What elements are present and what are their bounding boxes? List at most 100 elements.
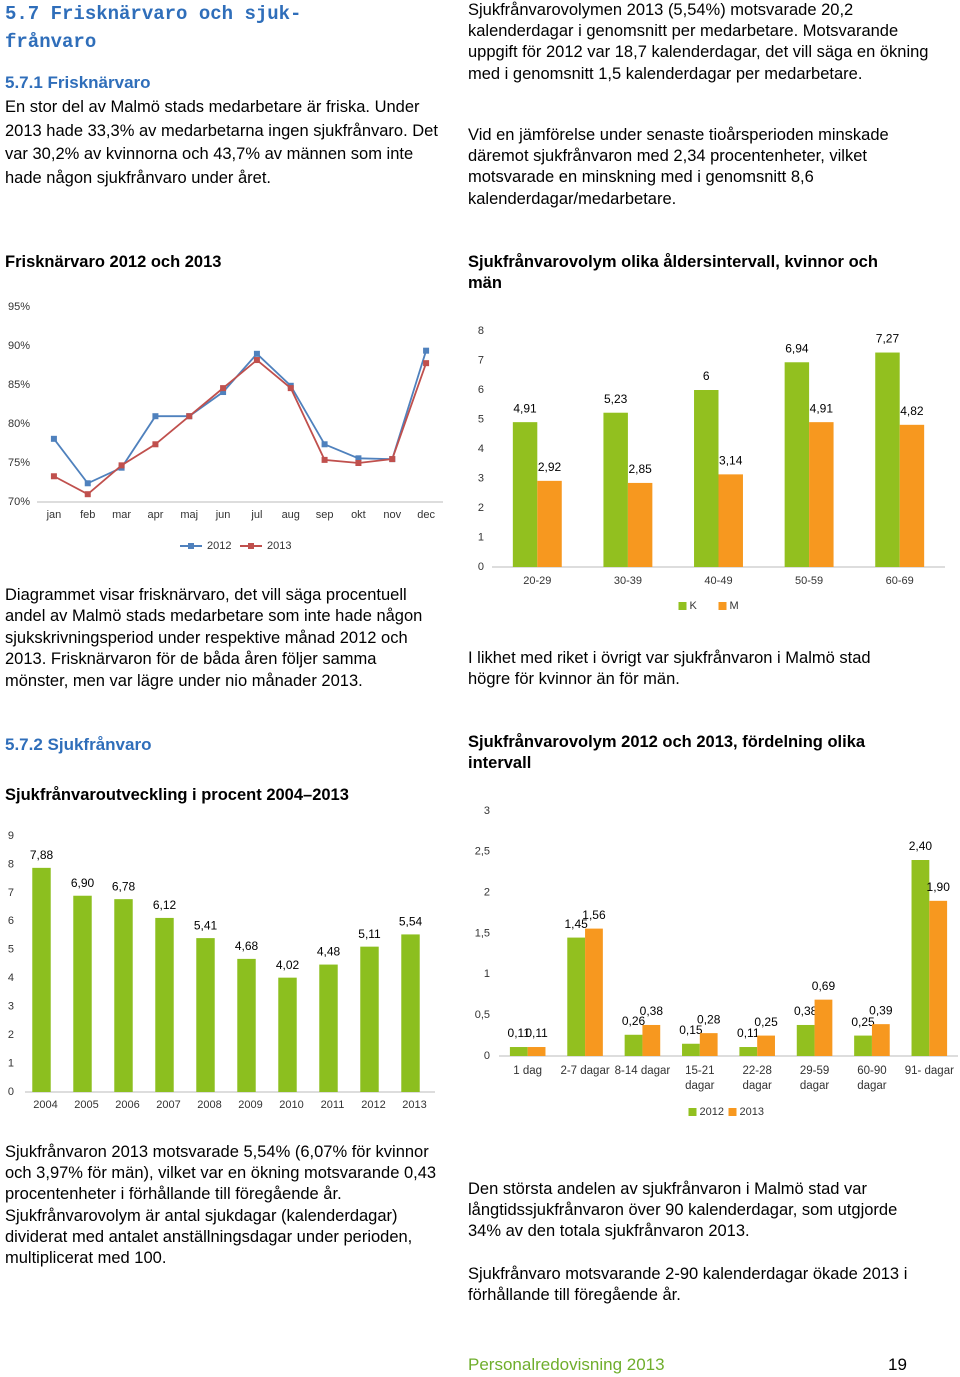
paragraph: Diagrammet visar frisknärvaro, det vill … <box>5 586 423 690</box>
x-tick-label: jun <box>215 509 231 521</box>
legend-marker <box>248 543 254 549</box>
value-label: 7,27 <box>876 332 900 346</box>
value-label: 5,11 <box>358 927 381 941</box>
value-label: 0,25 <box>851 1015 875 1029</box>
point-marker <box>321 456 328 463</box>
x-tick-label: 2013 <box>402 1099 426 1111</box>
subsection-title: 5.7.1 Frisknärvaro <box>5 73 151 92</box>
bar <box>682 1043 700 1056</box>
paragraph: En stor del av Malmö stads medarbetare ä… <box>5 98 438 187</box>
bar <box>509 1047 528 1056</box>
y-tick-label: 2 <box>484 887 490 899</box>
value-label: 4,48 <box>317 945 341 959</box>
x-tick-label: 60-90 dagar <box>857 1065 887 1092</box>
bar <box>929 900 948 1056</box>
legend-label: 2012 <box>700 1106 724 1118</box>
x-tick-label: 2008 <box>197 1099 221 1111</box>
bar <box>809 422 834 567</box>
section-title: 5.7 Frisknärvaro och sjuk-frånvaro <box>5 3 302 53</box>
legend-label: 2013 <box>740 1106 764 1118</box>
bar <box>642 1024 661 1056</box>
point-marker <box>152 413 159 420</box>
value-label: 4,02 <box>276 958 300 972</box>
paragraph: I likhet med riket i övrigt var sjukfrån… <box>468 649 871 689</box>
value-label: 2,85 <box>628 462 652 476</box>
bar <box>114 899 133 1092</box>
x-tick-label: 2007 <box>156 1099 180 1111</box>
value-label: 0,11 <box>508 1026 531 1040</box>
value-label: 0,38 <box>640 1004 664 1018</box>
x-tick-label: 2010 <box>279 1099 303 1111</box>
y-tick-label: 0,5 <box>475 1009 490 1021</box>
line-chart: 70% 75% 80% 85% 90% 95% jan feb mar apr maj jun jul a… <box>0 295 445 560</box>
y-tick-label: 4 <box>478 443 484 455</box>
x-tick-label: 2-7 dagar <box>560 1065 610 1077</box>
value-label: 0,38 <box>794 1004 818 1018</box>
bar <box>155 917 174 1092</box>
y-tick-label: 4 <box>8 972 14 984</box>
bar <box>73 895 92 1092</box>
bar <box>796 1024 815 1056</box>
point-marker <box>186 413 193 420</box>
value-label: 3,14 <box>719 454 743 468</box>
legend-swatch <box>688 1108 697 1116</box>
x-tick-label: apr <box>147 509 163 521</box>
x-tick-label: 60-69 <box>886 575 914 587</box>
y-tick-label: 8 <box>478 325 484 337</box>
bar <box>718 474 743 567</box>
bar <box>567 937 586 1056</box>
subsection-title: 5.7.2 Sjukfrånvaro <box>5 735 152 754</box>
y-tick-label: 2,5 <box>475 846 490 858</box>
y-tick-label: 3 <box>478 472 484 484</box>
x-tick-label: 2005 <box>74 1099 98 1111</box>
legend-marker <box>188 543 194 549</box>
chart-svg: 70% 75% 80% 85% 90% 95% jan feb mar apr maj jun jul a… <box>8 301 443 552</box>
point-marker <box>253 357 260 364</box>
x-tick-label: 20-29 <box>523 575 551 587</box>
value-label: 2,40 <box>909 839 933 853</box>
bar <box>512 422 538 567</box>
y-tick-label: 1 <box>478 531 484 543</box>
bar <box>196 938 215 1092</box>
bar <box>401 934 420 1092</box>
y-tick-label: 70% <box>8 496 30 508</box>
x-tick-label: mar <box>112 509 131 521</box>
legend-label: 2013 <box>267 540 291 552</box>
bar <box>875 352 900 567</box>
x-tick-label: feb <box>80 509 95 521</box>
bar <box>871 1024 890 1056</box>
y-tick-label: 85% <box>8 379 30 391</box>
x-tick-label: 15-21 dagar <box>685 1065 715 1092</box>
value-label: 0,11 <box>737 1026 760 1040</box>
value-label: 1,45 <box>564 917 588 931</box>
x-tick-label: aug <box>282 509 300 521</box>
y-tick-label: 6 <box>478 384 484 396</box>
x-tick-label: 30-39 <box>614 575 642 587</box>
chart-title: Sjukfrånvarovolym 2012 och 2013, fördeln… <box>468 733 866 773</box>
point-marker <box>389 456 396 463</box>
y-tick-label: 90% <box>8 340 30 352</box>
x-tick-label: sep <box>316 509 334 521</box>
y-tick-label: 1 <box>8 1057 14 1069</box>
point-marker <box>118 462 125 469</box>
point-marker <box>355 460 362 466</box>
value-label: 0,11 <box>525 1026 548 1040</box>
legend-label: M <box>730 600 739 612</box>
x-tick-label: 2011 <box>321 1099 345 1111</box>
bar <box>757 1035 775 1056</box>
bar <box>739 1047 758 1056</box>
x-tick-label: 91- dagar <box>904 1065 954 1077</box>
y-tick-label: 6 <box>8 915 14 927</box>
bar <box>603 412 628 567</box>
x-tick-label: jul <box>250 509 262 521</box>
x-tick-label: 40-49 <box>704 575 732 587</box>
bar <box>360 946 379 1092</box>
value-label: 5,23 <box>604 392 628 406</box>
y-tick-label: 80% <box>8 418 30 430</box>
bar <box>784 362 810 567</box>
bar <box>537 480 562 567</box>
bar <box>627 482 653 567</box>
value-label: 4,91 <box>810 401 834 415</box>
x-tick-label: 8-14 dagar <box>614 1065 671 1077</box>
x-tick-label: 2012 <box>361 1099 385 1111</box>
